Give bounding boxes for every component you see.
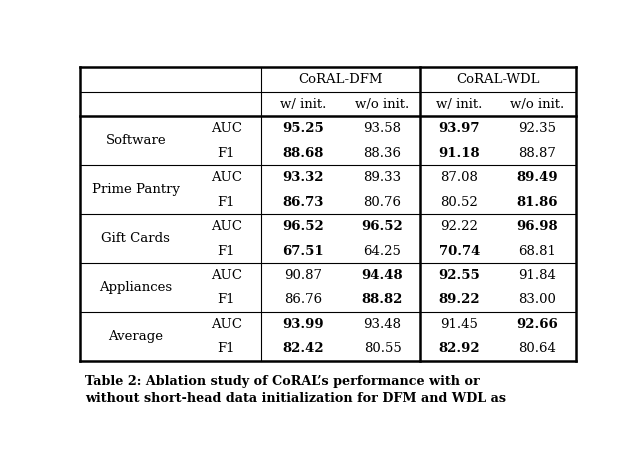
Text: 80.64: 80.64 bbox=[518, 342, 557, 356]
Text: 96.98: 96.98 bbox=[516, 220, 558, 233]
Text: F1: F1 bbox=[218, 146, 235, 160]
Text: 91.18: 91.18 bbox=[438, 146, 480, 160]
Text: AUC: AUC bbox=[211, 269, 242, 282]
Text: 88.68: 88.68 bbox=[282, 146, 324, 160]
Text: AUC: AUC bbox=[211, 122, 242, 135]
Text: 91.45: 91.45 bbox=[440, 318, 478, 331]
Text: Table 2: Ablation study of CoRAL’s performance with or
without short-head data i: Table 2: Ablation study of CoRAL’s perfo… bbox=[85, 375, 506, 405]
Text: 80.76: 80.76 bbox=[364, 195, 401, 209]
Text: Gift Cards: Gift Cards bbox=[101, 232, 170, 245]
Text: 68.81: 68.81 bbox=[518, 244, 557, 258]
Text: 83.00: 83.00 bbox=[518, 293, 557, 307]
Text: Software: Software bbox=[106, 134, 166, 147]
Text: 91.84: 91.84 bbox=[518, 269, 557, 282]
Text: 95.25: 95.25 bbox=[282, 122, 324, 135]
Text: 70.74: 70.74 bbox=[439, 244, 480, 258]
Text: F1: F1 bbox=[218, 342, 235, 356]
Text: AUC: AUC bbox=[211, 171, 242, 184]
Text: 82.92: 82.92 bbox=[438, 342, 480, 356]
Text: CoRAL-DFM: CoRAL-DFM bbox=[298, 73, 383, 86]
Text: 89.49: 89.49 bbox=[516, 171, 558, 184]
Text: AUC: AUC bbox=[211, 220, 242, 233]
Text: 86.73: 86.73 bbox=[282, 195, 324, 209]
Text: 94.48: 94.48 bbox=[362, 269, 403, 282]
Text: 92.35: 92.35 bbox=[518, 122, 557, 135]
Text: 87.08: 87.08 bbox=[440, 171, 478, 184]
Text: 93.97: 93.97 bbox=[438, 122, 480, 135]
Text: 80.55: 80.55 bbox=[364, 342, 401, 356]
Text: Appliances: Appliances bbox=[99, 281, 172, 294]
Text: w/o init.: w/o init. bbox=[355, 97, 410, 111]
Text: 89.33: 89.33 bbox=[364, 171, 402, 184]
Text: 93.48: 93.48 bbox=[364, 318, 401, 331]
Text: 67.51: 67.51 bbox=[282, 244, 324, 258]
Text: Prime Pantry: Prime Pantry bbox=[92, 183, 180, 196]
Text: 92.66: 92.66 bbox=[516, 318, 559, 331]
Text: w/ init.: w/ init. bbox=[436, 97, 483, 111]
Text: Average: Average bbox=[108, 330, 163, 343]
Text: 88.36: 88.36 bbox=[364, 146, 401, 160]
Text: 88.87: 88.87 bbox=[518, 146, 557, 160]
Text: 86.76: 86.76 bbox=[284, 293, 323, 307]
Text: 92.55: 92.55 bbox=[438, 269, 480, 282]
Text: AUC: AUC bbox=[211, 318, 242, 331]
Text: 96.52: 96.52 bbox=[282, 220, 324, 233]
Text: w/o init.: w/o init. bbox=[511, 97, 564, 111]
Text: 89.22: 89.22 bbox=[438, 293, 480, 307]
Text: 93.32: 93.32 bbox=[282, 171, 324, 184]
Text: w/ init.: w/ init. bbox=[280, 97, 326, 111]
Text: 92.22: 92.22 bbox=[440, 220, 478, 233]
Text: 64.25: 64.25 bbox=[364, 244, 401, 258]
Text: 81.86: 81.86 bbox=[517, 195, 558, 209]
Text: F1: F1 bbox=[218, 293, 235, 307]
Text: 96.52: 96.52 bbox=[362, 220, 403, 233]
Text: 80.52: 80.52 bbox=[440, 195, 478, 209]
Text: 93.58: 93.58 bbox=[364, 122, 401, 135]
Text: F1: F1 bbox=[218, 244, 235, 258]
Text: CoRAL-WDL: CoRAL-WDL bbox=[456, 73, 540, 86]
Text: 93.99: 93.99 bbox=[282, 318, 324, 331]
Text: F1: F1 bbox=[218, 195, 235, 209]
Text: 90.87: 90.87 bbox=[284, 269, 322, 282]
Text: 88.82: 88.82 bbox=[362, 293, 403, 307]
Text: 82.42: 82.42 bbox=[282, 342, 324, 356]
